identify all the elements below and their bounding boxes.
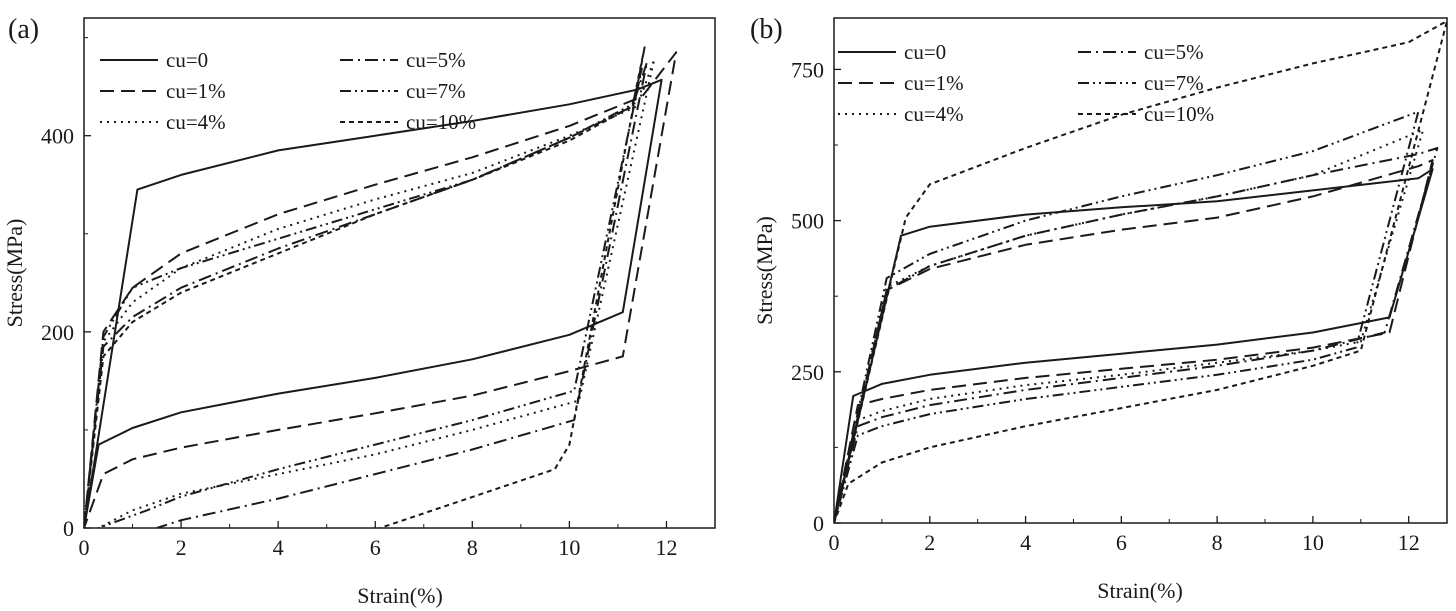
legend-label: cu=5% xyxy=(406,48,466,72)
x-tick-label: 12 xyxy=(655,535,677,560)
y-tick-label: 250 xyxy=(791,360,824,385)
plot-frame xyxy=(833,17,1448,524)
series-line-cu-10- xyxy=(84,46,646,528)
series-line-cu-5- xyxy=(84,61,648,528)
x-axis-label: Strain(%) xyxy=(1097,578,1183,603)
legend-label: cu=10% xyxy=(1144,102,1214,126)
series-line-cu-7- xyxy=(84,66,644,528)
x-tick-label: 10 xyxy=(558,535,580,560)
series-line-cu-0 xyxy=(834,168,1434,523)
legend-label: cu=1% xyxy=(166,79,226,103)
x-tick-label: 8 xyxy=(1212,530,1223,555)
y-axis-label: Stress(MPa) xyxy=(752,216,777,325)
legend-label: cu=4% xyxy=(904,102,964,126)
panel-label: (b) xyxy=(750,14,783,45)
panel-b: 0 2 4 6 8 10 12 0 250 500 750 Strain(%) Stress(MPa) (… xyxy=(750,14,1448,603)
y-tick-label: 400 xyxy=(41,124,74,149)
x-tick-label: 8 xyxy=(467,535,478,560)
y-tick-label: 750 xyxy=(791,57,824,82)
x-axis-label: Strain(%) xyxy=(357,583,443,608)
series-line-cu-1- xyxy=(834,159,1434,523)
series-line-cu-5- xyxy=(834,147,1439,523)
series-line-cu-1- xyxy=(84,51,678,528)
x-tick-label: 0 xyxy=(829,530,840,555)
legend-label: cu=1% xyxy=(904,71,964,95)
plot-frame xyxy=(83,17,716,529)
y-tick-label: 0 xyxy=(63,516,74,541)
legend-label: cu=10% xyxy=(406,110,476,134)
x-tick-label: 2 xyxy=(176,535,187,560)
legend-label: cu=5% xyxy=(1144,40,1204,64)
x-tick-label: 6 xyxy=(370,535,381,560)
x-tick-label: 4 xyxy=(273,535,284,560)
y-tick-label: 0 xyxy=(813,511,824,536)
y-tick-label: 200 xyxy=(41,320,74,345)
x-tick-label: 10 xyxy=(1302,530,1324,555)
series-line-cu-0 xyxy=(84,78,663,528)
legend-label: cu=0 xyxy=(166,48,208,72)
panel-label: (a) xyxy=(8,14,39,45)
panel-a: 0 2 4 6 8 10 12 0 200 400 Strain(%) Stress(MPa) (a) c… xyxy=(2,14,716,608)
x-tick-label: 0 xyxy=(79,535,90,560)
y-tick-label: 500 xyxy=(791,209,824,234)
y-axis-label: Stress(MPa) xyxy=(2,219,27,328)
x-tick-label: 2 xyxy=(924,530,935,555)
legend-label: cu=7% xyxy=(1144,71,1204,95)
x-tick-label: 4 xyxy=(1020,530,1031,555)
legend-label: cu=0 xyxy=(904,40,946,64)
legend-label: cu=7% xyxy=(406,79,466,103)
x-tick-label: 12 xyxy=(1398,530,1420,555)
series-line-cu-4- xyxy=(834,128,1425,523)
series-line-cu-7- xyxy=(834,110,1420,523)
x-tick-label: 6 xyxy=(1116,530,1127,555)
legend-label: cu=4% xyxy=(166,110,226,134)
